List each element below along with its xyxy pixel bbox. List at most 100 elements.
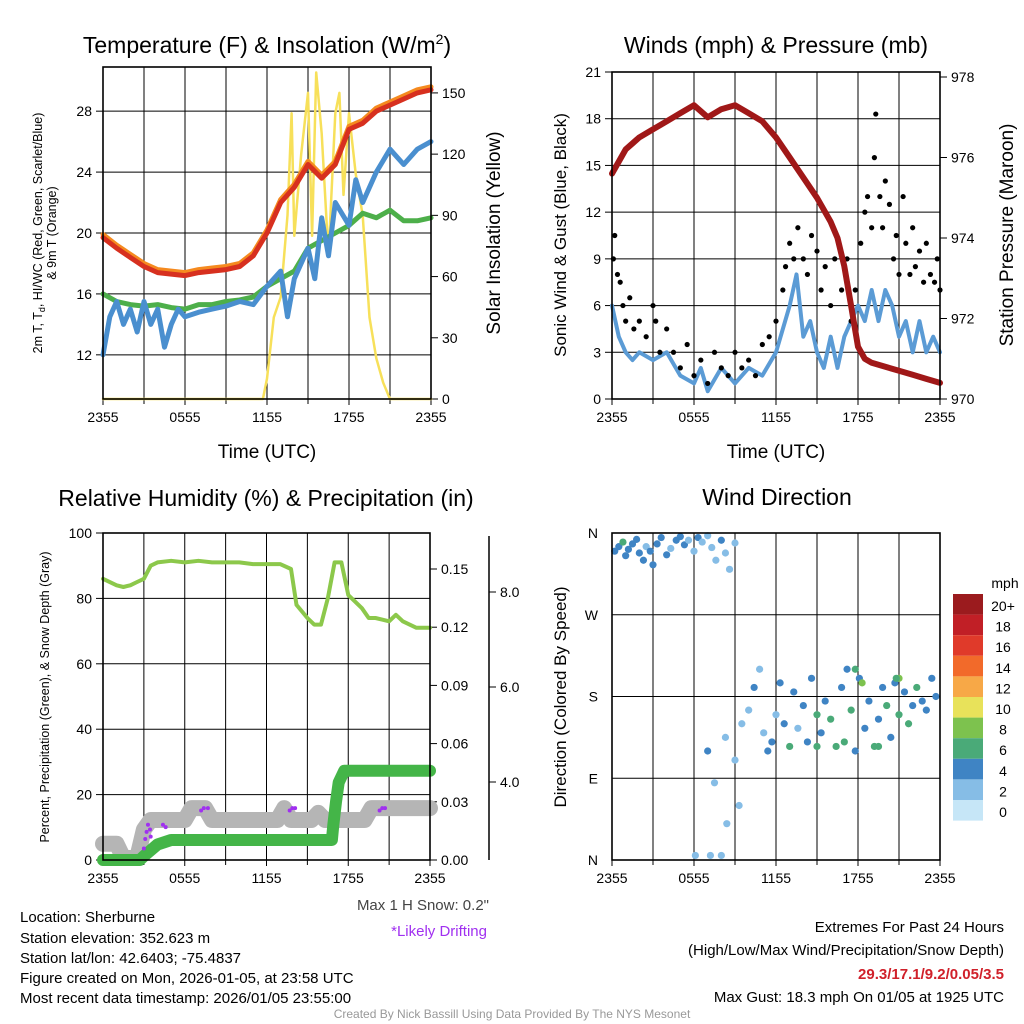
extremes-subtitle: (High/Low/Max Wind/Precipitation/Snow De… xyxy=(688,942,1004,959)
x-tick-label: 0555 xyxy=(678,870,709,886)
wind-direction-point xyxy=(799,701,807,710)
gust-point xyxy=(852,287,858,293)
gust-point xyxy=(732,349,738,355)
gust-point xyxy=(882,178,888,184)
sonic-wind-line xyxy=(610,272,942,394)
gust-point xyxy=(627,295,633,301)
x-tick-label: 1155 xyxy=(761,870,791,886)
gust-point xyxy=(873,111,879,117)
gust-point xyxy=(746,357,752,363)
solar-y-tick-label: 120 xyxy=(442,146,466,162)
wind-direction-point xyxy=(932,692,940,701)
winds-y-label: Sonic Wind & Gust (Blue, Black) xyxy=(551,113,570,357)
temperature-y-label-2: & 9m T (Orange) xyxy=(45,186,59,279)
wind-y-tick-label: 12 xyxy=(585,204,601,220)
direction-tick-label: E xyxy=(589,770,598,786)
wind-direction-point xyxy=(883,701,891,710)
colorbar-swatch xyxy=(953,779,983,800)
wind-y-tick-label: 0 xyxy=(593,391,601,407)
humidity-panel: Relative Humidity (%) & Precipitation (i… xyxy=(38,485,520,886)
wind-direction-point xyxy=(717,536,725,544)
solar-y-tick-label: 150 xyxy=(442,85,466,101)
gust-point xyxy=(614,271,621,278)
gust-point xyxy=(907,271,913,278)
colorbar-swatch xyxy=(953,614,983,636)
wind-direction-point xyxy=(684,536,693,544)
wind-direction-point xyxy=(676,533,684,541)
wind-direction-point xyxy=(922,706,930,714)
wind-direction-point xyxy=(832,742,840,751)
direction-tick-label: W xyxy=(585,607,599,623)
colorbar-label: 0 xyxy=(999,804,1007,820)
wind-direction-y-label: Direction (Colored By Speed) xyxy=(551,586,570,807)
elevation-text: Station elevation: 352.623 m xyxy=(20,930,210,947)
gust-point xyxy=(869,225,875,231)
wind-direction-point xyxy=(879,683,887,692)
gust-point xyxy=(877,193,883,200)
wind-direction-point xyxy=(764,747,772,755)
x-tick-label: 2355 xyxy=(415,409,446,425)
extremes-title: Extremes For Past 24 Hours xyxy=(815,919,1004,936)
drifting-point xyxy=(201,806,206,811)
rh-y-tick-label: 100 xyxy=(69,525,93,541)
winds-x-label: Time (UTC) xyxy=(727,442,826,463)
wind-direction-point xyxy=(663,551,671,559)
rh-y-tick-label: 60 xyxy=(76,656,92,672)
wind-direction-point xyxy=(843,665,851,673)
location-text: Location: Sherburne xyxy=(20,909,155,926)
credit-text: Created By Nick Bassill Using Data Provi… xyxy=(334,1007,691,1021)
temp-y-tick-label: 16 xyxy=(76,286,92,302)
rh-y-tick-label: 80 xyxy=(76,590,92,606)
wind-direction-point xyxy=(858,679,866,687)
gust-point xyxy=(880,225,886,231)
solar-y-label: Solar Insolation (Yellow) xyxy=(484,131,505,334)
wind-direction-point xyxy=(723,820,731,828)
colorbar-swatch xyxy=(953,655,983,677)
plot-frame xyxy=(611,71,941,400)
colorbar-swatch xyxy=(953,635,983,656)
gust-point xyxy=(795,225,801,231)
gust-point xyxy=(650,302,656,309)
gust-point xyxy=(896,271,902,278)
precip-y-tick-label: 0.03 xyxy=(441,794,468,810)
gust-point xyxy=(839,287,845,293)
gust-point xyxy=(698,357,704,363)
gust-point xyxy=(725,373,731,379)
wind-direction-point xyxy=(913,683,921,692)
x-tick-label: 0555 xyxy=(678,409,709,425)
drifting-point xyxy=(163,825,168,830)
drifting-note: *Likely Drifting xyxy=(391,923,487,940)
gust-point xyxy=(643,334,649,340)
wind-y-tick-label: 18 xyxy=(585,111,601,127)
precip-y-tick-label: 0.00 xyxy=(441,852,468,868)
gust-point xyxy=(808,232,815,239)
gust-point xyxy=(739,365,745,371)
gust-point xyxy=(814,248,820,254)
temperature-x-label: Time (UTC) xyxy=(218,442,317,463)
wind-direction-panel: Wind Direction 2355 0555 1155 1755 2355 N E S W N… xyxy=(551,484,1019,886)
gust-point xyxy=(653,318,659,324)
wind-direction-point xyxy=(750,683,758,692)
x-tick-label: 0555 xyxy=(169,409,200,425)
solar-y-tick-label: 0 xyxy=(442,391,450,407)
wind-direction-point xyxy=(817,729,825,737)
wind-direction-title: Wind Direction xyxy=(702,484,852,510)
drifting-point xyxy=(143,837,148,841)
drifting-point xyxy=(287,808,292,813)
gust-point xyxy=(677,365,683,371)
gust-point xyxy=(670,349,677,355)
temp-y-tick-label: 24 xyxy=(76,164,92,180)
wind-direction-point xyxy=(619,538,627,546)
wind-direction-point xyxy=(827,715,835,723)
solar-y-tick-label: 90 xyxy=(442,207,458,223)
colorbar-label: 12 xyxy=(995,680,1011,696)
wind-direction-point xyxy=(690,547,698,555)
wind-direction-point xyxy=(813,742,821,751)
wind-direction-point xyxy=(928,674,936,682)
colorbar-label: 4 xyxy=(999,763,1007,779)
gust-point xyxy=(900,193,906,200)
pressure-y-label: Station Pressure (Maroon) xyxy=(997,124,1018,347)
temp-2m-line xyxy=(100,87,434,279)
gust-point xyxy=(858,240,864,246)
wind-y-tick-label: 9 xyxy=(593,251,601,267)
